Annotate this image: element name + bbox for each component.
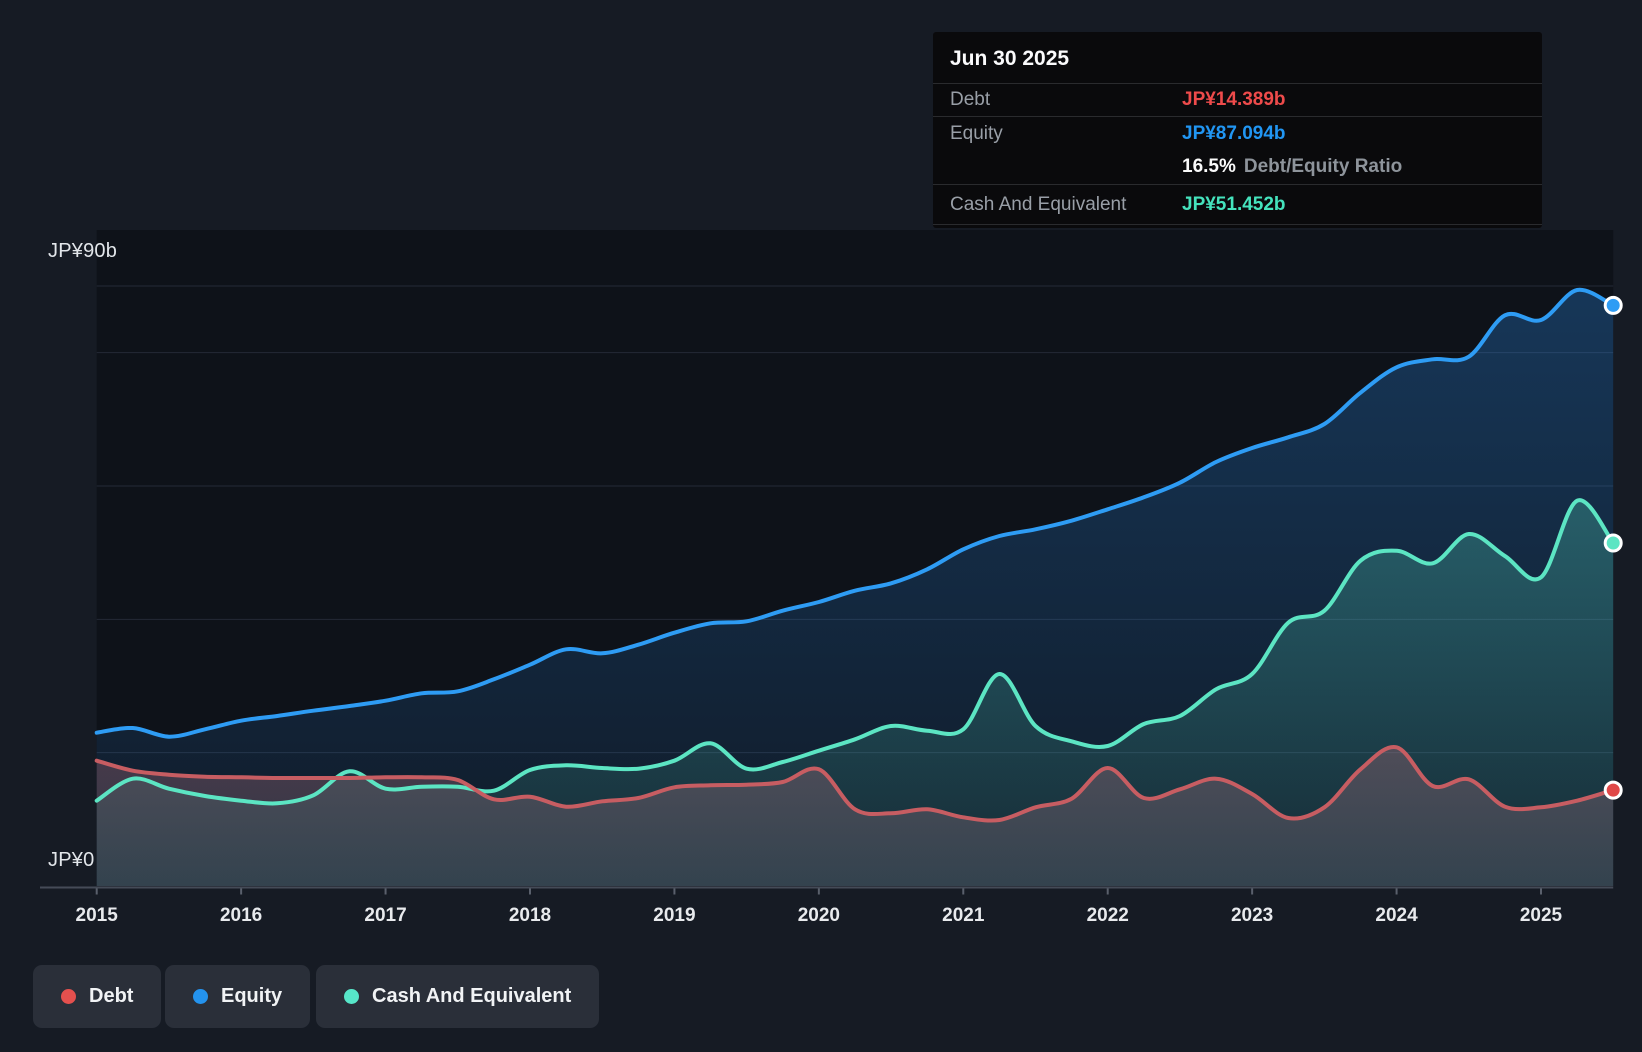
y-axis-max-label: JP¥90b bbox=[48, 240, 118, 262]
x-tick-label: 2024 bbox=[1375, 905, 1418, 926]
x-tick-label: 2016 bbox=[220, 905, 262, 926]
x-tick-label: 2015 bbox=[76, 905, 119, 926]
cash-endpoint-marker bbox=[1603, 533, 1623, 553]
tooltip-ratio-value: 16.5% bbox=[1182, 156, 1236, 177]
tooltip-cash-value: JP¥51.452b bbox=[1182, 193, 1286, 215]
tooltip-row-ratio: 16.5% Debt/Equity Ratio bbox=[933, 150, 1542, 184]
debt-area bbox=[96, 746, 1614, 886]
x-tick-label: 2020 bbox=[798, 905, 840, 926]
legend-item-cash[interactable]: Cash And Equivalent bbox=[316, 965, 600, 1028]
x-tick-label: 2021 bbox=[942, 905, 985, 926]
tooltip-row-equity: Equity JP¥87.094b bbox=[933, 116, 1542, 150]
x-tick-label: 2018 bbox=[509, 905, 551, 926]
tooltip-row-debt: Debt JP¥14.389b bbox=[933, 83, 1542, 116]
legend-debt-label: Debt bbox=[89, 985, 134, 1007]
legend-item-equity[interactable]: Equity bbox=[165, 965, 311, 1028]
debt-endpoint-marker bbox=[1603, 780, 1623, 800]
x-tick-label: 2017 bbox=[364, 905, 406, 926]
equity-line bbox=[94, 287, 1616, 739]
tooltip-cash-label: Cash And Equivalent bbox=[950, 193, 1127, 215]
x-tick-label: 2022 bbox=[1087, 905, 1129, 926]
x-tick-label: 2025 bbox=[1520, 905, 1563, 926]
equity-endpoint-marker bbox=[1603, 295, 1623, 315]
legend-item-debt[interactable]: Debt bbox=[33, 965, 162, 1028]
tooltip-equity-value: JP¥87.094b bbox=[1182, 122, 1286, 144]
y-axis-zero-label: JP¥0 bbox=[48, 849, 95, 871]
legend-equity-label: Equity bbox=[221, 985, 283, 1007]
tooltip-ratio: 16.5% Debt/Equity Ratio bbox=[1182, 156, 1402, 178]
debt-line bbox=[94, 745, 1616, 823]
x-tick-label: 2019 bbox=[653, 905, 695, 926]
tooltip-debt-value: JP¥14.389b bbox=[1182, 89, 1286, 110]
tooltip-debt-label: Debt bbox=[950, 89, 991, 110]
cash-line bbox=[94, 498, 1616, 806]
x-tick-label: 2023 bbox=[1231, 905, 1273, 926]
chart-tooltip: Jun 30 2025 Debt JP¥14.389b Equity JP¥87… bbox=[933, 32, 1542, 228]
debt-legend-dot-icon bbox=[61, 989, 76, 1004]
cash-legend-dot-icon bbox=[344, 989, 359, 1004]
legend-cash-label: Cash And Equivalent bbox=[372, 985, 572, 1007]
tooltip-date: Jun 30 2025 bbox=[950, 47, 1070, 70]
tooltip-row-cash: Cash And Equivalent JP¥51.452b bbox=[933, 184, 1542, 225]
tooltip-equity-label: Equity bbox=[950, 122, 1003, 144]
equity-legend-dot-icon bbox=[193, 989, 208, 1004]
tooltip-ratio-label: Debt/Equity Ratio bbox=[1243, 156, 1403, 177]
